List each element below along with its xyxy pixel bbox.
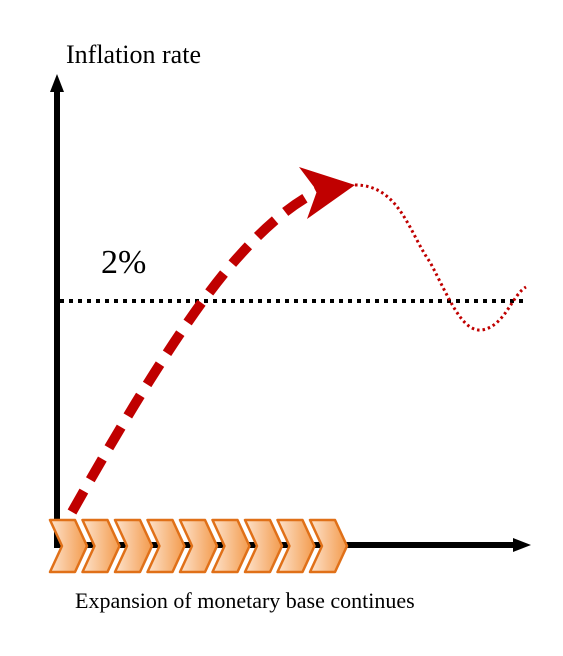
- chevron-arrow: [178, 518, 219, 574]
- chevron-arrow: [276, 518, 316, 574]
- target-label: 2%: [101, 244, 147, 281]
- chevron-row: [48, 518, 349, 574]
- y-axis-arrowhead: [50, 74, 64, 92]
- x-axis-arrowhead: [513, 538, 531, 552]
- y-axis-label: Inflation rate: [66, 40, 201, 69]
- inflation-rise-arrowhead: [299, 167, 355, 219]
- chevron-arrow: [81, 518, 121, 574]
- chevron-arrow: [243, 518, 284, 574]
- chevron-arrow: [48, 518, 89, 574]
- x-axis-label: Expansion of monetary base continues: [75, 588, 415, 613]
- chevron-arrow: [308, 518, 349, 574]
- chevron-arrow: [146, 518, 186, 574]
- inflation-oscillation-path: [354, 183, 527, 332]
- chevron-arrow: [113, 518, 154, 574]
- inflation-rise-path: [67, 186, 321, 515]
- chevron-arrow: [211, 518, 251, 574]
